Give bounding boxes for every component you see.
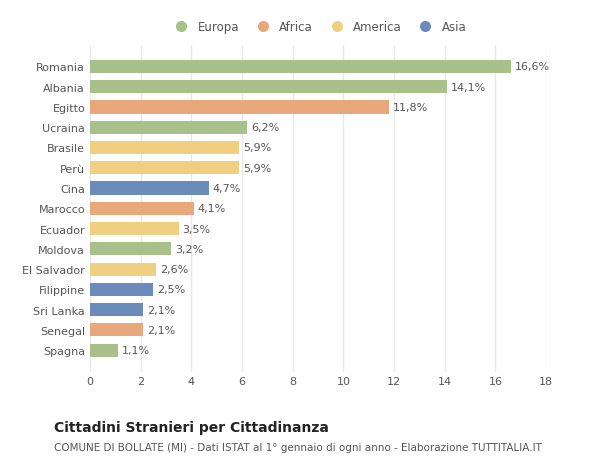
Text: 5,9%: 5,9%	[243, 163, 272, 174]
Text: 6,2%: 6,2%	[251, 123, 279, 133]
Text: 2,1%: 2,1%	[147, 305, 175, 315]
Bar	[90, 223, 179, 235]
Bar	[90, 202, 194, 215]
Text: 2,5%: 2,5%	[157, 285, 185, 295]
Bar	[90, 303, 143, 317]
Text: 4,7%: 4,7%	[213, 184, 241, 194]
Text: 14,1%: 14,1%	[451, 83, 486, 93]
Bar	[90, 81, 447, 94]
Text: 2,6%: 2,6%	[160, 264, 188, 274]
Bar	[90, 101, 389, 114]
Bar	[90, 142, 239, 155]
Bar	[90, 243, 171, 256]
Bar	[90, 344, 118, 357]
Text: Cittadini Stranieri per Cittadinanza: Cittadini Stranieri per Cittadinanza	[54, 420, 329, 434]
Bar	[90, 182, 209, 195]
Legend: Europa, Africa, America, Asia: Europa, Africa, America, Asia	[164, 16, 472, 39]
Bar	[90, 121, 247, 134]
Text: 3,2%: 3,2%	[175, 244, 203, 254]
Bar	[90, 61, 511, 74]
Bar	[90, 162, 239, 175]
Text: COMUNE DI BOLLATE (MI) - Dati ISTAT al 1° gennaio di ogni anno - Elaborazione TU: COMUNE DI BOLLATE (MI) - Dati ISTAT al 1…	[54, 442, 542, 452]
Text: 3,5%: 3,5%	[182, 224, 211, 234]
Bar	[90, 263, 156, 276]
Bar	[90, 283, 154, 297]
Text: 2,1%: 2,1%	[147, 325, 175, 335]
Bar	[90, 324, 143, 337]
Text: 4,1%: 4,1%	[197, 204, 226, 214]
Text: 1,1%: 1,1%	[122, 346, 150, 355]
Text: 16,6%: 16,6%	[514, 62, 550, 72]
Text: 11,8%: 11,8%	[393, 103, 428, 113]
Text: 5,9%: 5,9%	[243, 143, 272, 153]
